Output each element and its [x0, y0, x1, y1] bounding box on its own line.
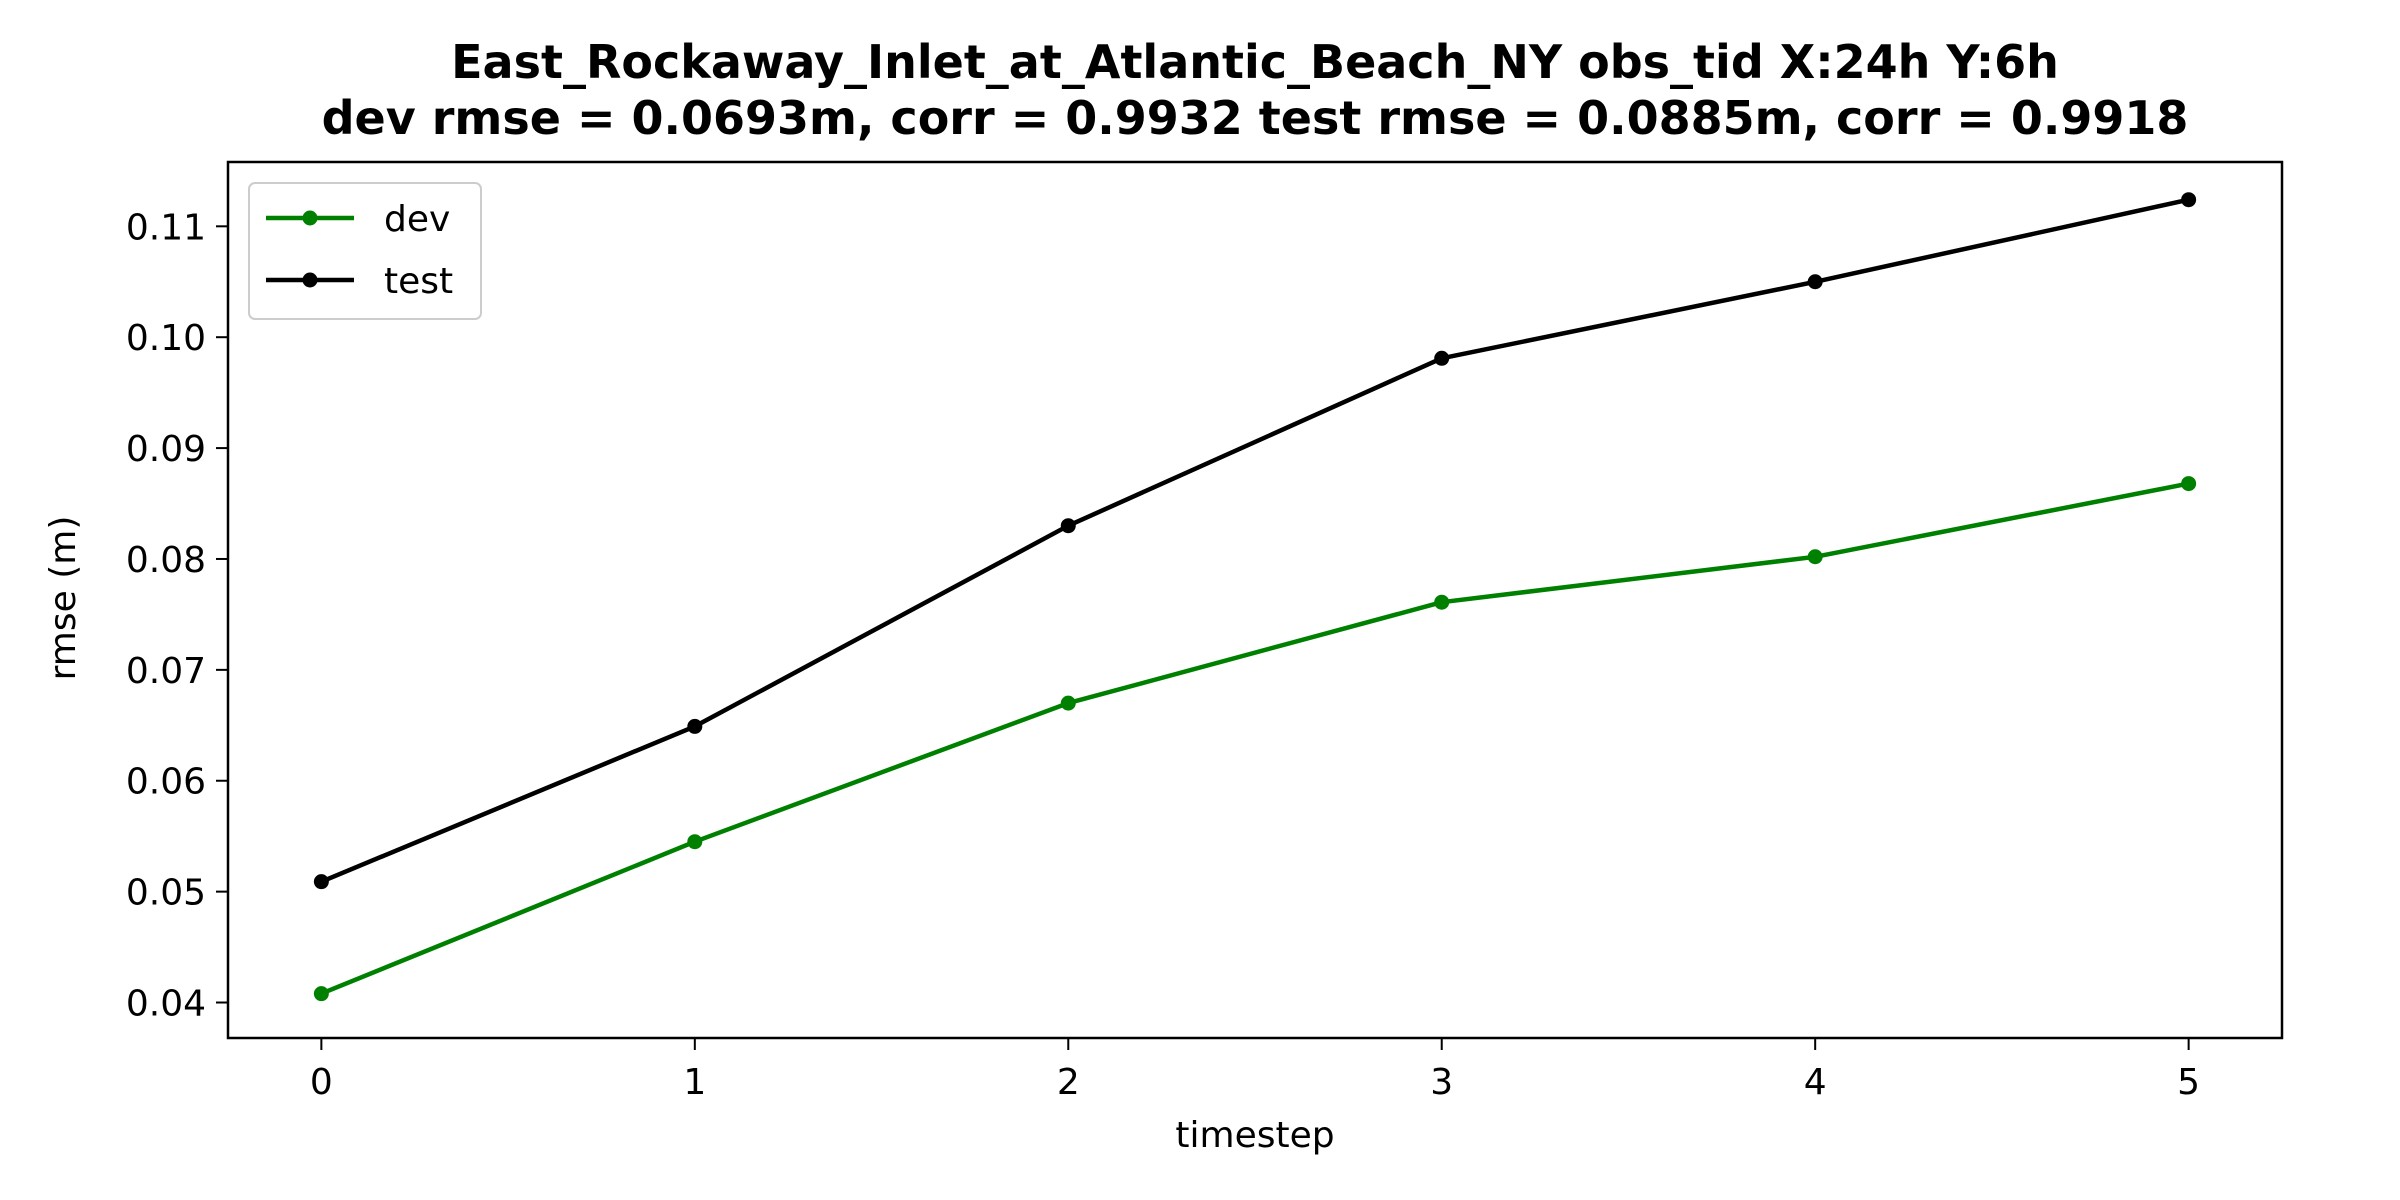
x-tick-label: 4	[1804, 1062, 1827, 1103]
y-tick-label: 0.09	[126, 429, 206, 470]
legend-label-test: test	[384, 261, 453, 302]
y-axis-label: rmse (m)	[43, 516, 84, 681]
y-tick-label: 0.08	[126, 540, 206, 581]
data-point-dev	[2181, 476, 2197, 492]
data-point-dev	[1434, 594, 1450, 610]
x-tick-label: 3	[1430, 1062, 1453, 1103]
data-point-dev	[1807, 549, 1823, 565]
x-tick-label: 5	[2177, 1062, 2200, 1103]
chart-title-line1: East_Rockaway_Inlet_at_Atlantic_Beach_NY…	[451, 35, 2059, 89]
y-tick-label: 0.11	[126, 207, 206, 248]
data-point-test	[1434, 350, 1450, 366]
data-point-test	[1807, 274, 1823, 290]
y-tick-label: 0.10	[126, 318, 206, 359]
plot-series	[313, 192, 2197, 1002]
legend: dev test	[248, 182, 482, 320]
y-tick-label: 0.07	[126, 651, 206, 692]
y-tick-label: 0.06	[126, 762, 206, 803]
data-point-test	[1060, 518, 1076, 534]
series-line-dev	[320, 481, 2190, 996]
legend-marker-test	[302, 272, 318, 288]
x-tick-label: 1	[683, 1062, 706, 1103]
y-tick-label: 0.04	[126, 984, 206, 1025]
legend-label-dev: dev	[384, 199, 450, 240]
chart-title-line2: dev rmse = 0.0693m, corr = 0.9932 test r…	[322, 91, 2189, 145]
axes: 0 1 2 3 4 5 0.04 0.05 0.06 0.07 0.08 0.09 0.10 0.11	[126, 160, 2284, 1103]
x-axis-label: timestep	[1175, 1115, 1334, 1156]
legend-marker-dev	[302, 210, 318, 226]
series-line-test	[320, 197, 2190, 884]
plot-frame	[226, 160, 2284, 1040]
data-point-dev	[1060, 695, 1076, 711]
data-point-test	[2181, 192, 2197, 208]
data-point-test	[313, 874, 329, 890]
data-point-test	[687, 718, 703, 734]
data-point-dev	[313, 986, 329, 1002]
x-tick-label: 0	[310, 1062, 333, 1103]
data-point-dev	[687, 834, 703, 850]
x-tick-label: 2	[1057, 1062, 1080, 1103]
y-tick-label: 0.05	[126, 873, 206, 914]
